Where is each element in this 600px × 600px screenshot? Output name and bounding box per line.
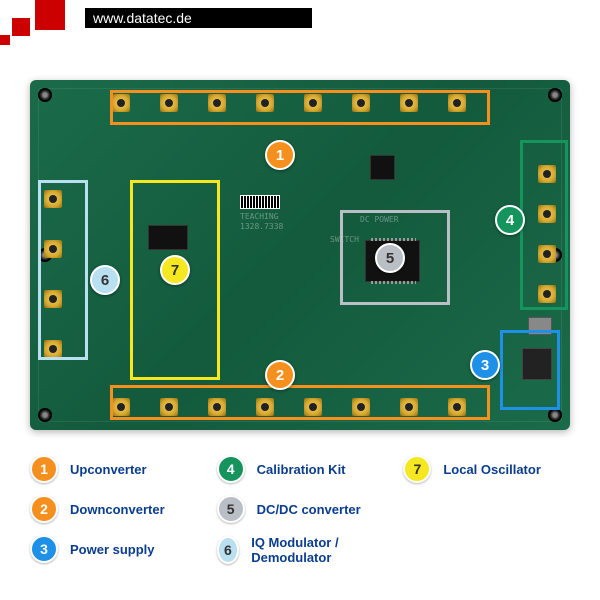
callout-3: 3 <box>470 350 500 380</box>
website-url: www.datatec.de <box>85 8 312 28</box>
region-iq_mod <box>38 180 88 360</box>
legend-item: 4 Calibration Kit <box>217 455 384 483</box>
legend-label: IQ Modulator / Demodulator <box>251 535 383 565</box>
legend-marker: 5 <box>217 495 245 523</box>
legend-col-2: 4 Calibration Kit 5 DC/DC converter 6 IQ Modu… <box>217 455 384 565</box>
header: www.datatec.de <box>0 0 600 50</box>
barcode-icon <box>240 195 280 209</box>
pcb-board: TEACHING 1328.7338 DC POWER SWITCH 12345… <box>30 80 570 430</box>
region-downconverter <box>110 385 490 420</box>
legend-label: Local Oscillator <box>443 462 541 477</box>
legend-label: Power supply <box>70 542 155 557</box>
callout-1: 1 <box>265 140 295 170</box>
legend-label: Upconverter <box>70 462 147 477</box>
region-cal_kit <box>520 140 568 310</box>
pcb-diagram: TEACHING 1328.7338 DC POWER SWITCH 12345… <box>30 80 570 430</box>
callout-2: 2 <box>265 360 295 390</box>
callout-7: 7 <box>160 255 190 285</box>
callout-4: 4 <box>495 205 525 235</box>
region-upconverter <box>110 90 490 125</box>
legend-marker: 4 <box>217 455 245 483</box>
legend-item: 2 Downconverter <box>30 495 197 523</box>
legend-label: DC/DC converter <box>257 502 361 517</box>
legend-item: 6 IQ Modulator / Demodulator <box>217 535 384 565</box>
legend-col-3: 7 Local Oscillator <box>403 455 570 565</box>
legend-marker: 1 <box>30 455 58 483</box>
legend-label: Calibration Kit <box>257 462 346 477</box>
legend: 1Upconverter2Downconverter3Power supply … <box>30 455 570 565</box>
legend-label: Downconverter <box>70 502 165 517</box>
small-chip <box>370 155 395 180</box>
legend-item: 5 DC/DC converter <box>217 495 384 523</box>
part-number: 1328.7338 <box>240 222 283 231</box>
legend-item: 7 Local Oscillator <box>403 455 570 483</box>
legend-marker: 6 <box>217 536 240 564</box>
legend-item: 1 Upconverter <box>30 455 197 483</box>
callout-5: 5 <box>375 243 405 273</box>
region-power_supply <box>500 330 560 410</box>
legend-col-1: 1 Upconverter 2 Downconverter 3 Power supply <box>30 455 197 565</box>
legend-item: 3 Power supply <box>30 535 197 563</box>
legend-marker: 3 <box>30 535 58 563</box>
board-label: TEACHING <box>240 212 279 221</box>
legend-marker: 2 <box>30 495 58 523</box>
callout-6: 6 <box>90 265 120 295</box>
legend-marker: 7 <box>403 455 431 483</box>
